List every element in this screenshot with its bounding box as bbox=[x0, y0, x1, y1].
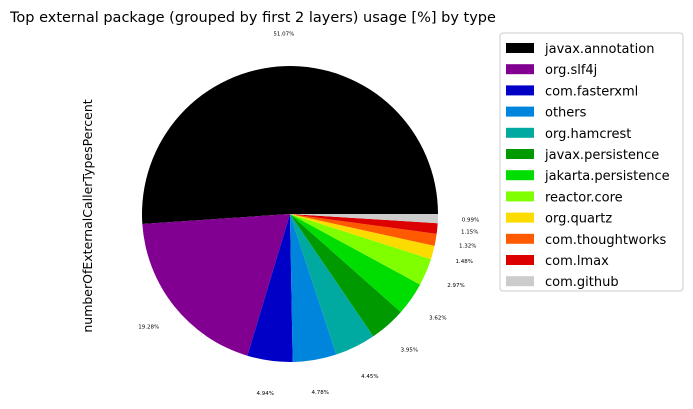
legend-label: javax.persistence bbox=[544, 148, 659, 163]
pie-slice-javax-annotation bbox=[142, 66, 439, 224]
percent-label: 19.28% bbox=[138, 325, 159, 331]
percent-label: 3.62% bbox=[429, 316, 446, 322]
percent-label: 1.32% bbox=[459, 244, 476, 250]
legend-swatch bbox=[506, 191, 534, 202]
legend-label: org.slf4j bbox=[545, 63, 597, 78]
percent-label: 51.07% bbox=[273, 32, 294, 38]
legend-swatch bbox=[506, 64, 534, 75]
pie-slice-com-thoughtworks bbox=[290, 214, 437, 246]
legend-label: others bbox=[545, 106, 587, 121]
percent-label: 1.48% bbox=[456, 259, 473, 265]
y-axis-label: numberOfExternalCallerTypesPercent bbox=[80, 99, 95, 332]
legend-swatch bbox=[506, 149, 534, 159]
legend-label: com.lmax bbox=[545, 254, 609, 269]
pie-slice-jakarta-persistence bbox=[290, 214, 421, 313]
legend-label: reactor.core bbox=[545, 190, 623, 205]
pie-slice-javax-persistence bbox=[290, 214, 401, 337]
pie-slices bbox=[142, 66, 439, 363]
pie-slice-reactor-core bbox=[290, 214, 431, 285]
legend-label: org.quartz bbox=[545, 212, 612, 227]
percent-label: 4.94% bbox=[257, 391, 274, 397]
pie-slice-com-github bbox=[290, 214, 438, 224]
legend-label: org.hamcrest bbox=[545, 127, 631, 142]
legend-frame bbox=[499, 32, 684, 292]
pie-slice-org-hamcrest bbox=[290, 214, 374, 355]
percent-labels: 51.07% 19.28% 4.94% 4.78% 4.45% 3.95% 3.62% 2.9… bbox=[138, 32, 479, 397]
legend-swatch bbox=[506, 233, 534, 244]
pie-slice-com-lmax bbox=[290, 214, 438, 234]
percent-label: 3.95% bbox=[401, 348, 418, 354]
pie-slice-org-slf4j bbox=[142, 214, 290, 356]
legend-swatch bbox=[506, 212, 534, 223]
legend-swatch bbox=[506, 170, 534, 181]
legend-swatch bbox=[506, 276, 534, 287]
legend-swatch bbox=[506, 127, 534, 138]
legend-label: com.github bbox=[545, 275, 619, 290]
percent-label: 0.99% bbox=[462, 218, 479, 224]
legend-label: com.fasterxml bbox=[545, 84, 638, 99]
percent-label: 4.45% bbox=[361, 374, 378, 380]
legend-label: javax.annotation bbox=[544, 42, 654, 57]
percent-label: 2.97% bbox=[447, 283, 464, 289]
percent-label: 4.78% bbox=[312, 390, 329, 396]
legend: javax.annotation org.slf4j com.fasterxml ot… bbox=[499, 32, 684, 292]
percent-label: 1.15% bbox=[461, 230, 478, 236]
legend-swatch bbox=[506, 43, 534, 53]
legend-label: jakarta.persistence bbox=[544, 169, 670, 184]
pie-slice-others bbox=[290, 214, 337, 362]
legend-swatch bbox=[506, 106, 534, 117]
legend-swatch bbox=[506, 255, 534, 265]
pie-slice-com-fasterxml bbox=[247, 214, 293, 363]
legend-label: com.thoughtworks bbox=[545, 233, 666, 248]
pie-slice-org-quartz bbox=[290, 214, 435, 260]
legend-swatch bbox=[506, 85, 534, 96]
chart-title: Top external package (grouped by first 2… bbox=[9, 10, 496, 26]
